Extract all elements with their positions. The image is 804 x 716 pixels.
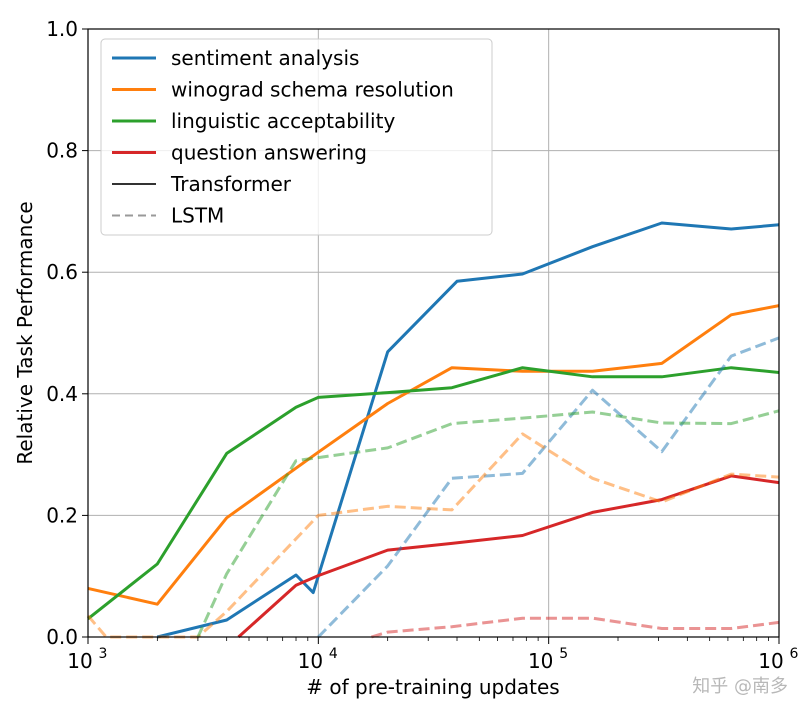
y-tick-label: 0.0: [46, 625, 78, 649]
y-tick-label: 0.6: [46, 260, 78, 284]
legend-label: Transformer: [170, 172, 292, 196]
y-tick-label: 0.2: [46, 503, 78, 527]
x-tick-label: 10: [758, 649, 783, 673]
transformer-series-line: [87, 366, 780, 620]
transformer-series-line: [87, 304, 780, 606]
y-axis-label: Relative Task Performance: [13, 201, 37, 464]
x-axis-ticks: 10 3 10 4 10 5 10 6: [67, 637, 799, 673]
x-tick-label: 10: [298, 649, 323, 673]
lstm-series-line: [317, 336, 780, 639]
y-axis-ticks: 0.0 0.2 0.4 0.6 0.8 1.0: [46, 17, 88, 649]
x-tick-exponent: 3: [99, 646, 108, 662]
watermark-text: 知乎 @南多: [692, 676, 788, 697]
x-tick-label: 10: [67, 649, 92, 673]
plot-frame: [87, 28, 780, 638]
legend-label: question answering: [171, 141, 367, 165]
legend-label: LSTM: [171, 204, 224, 228]
legend-label: winograd schema resolution: [171, 78, 454, 102]
legend: sentiment analysis winograd schema resolu…: [100, 38, 493, 236]
x-tick-exponent: 4: [329, 646, 338, 662]
y-tick-label: 0.4: [46, 382, 78, 406]
legend-label: sentiment analysis: [171, 46, 359, 70]
series-lines: [86, 221, 780, 639]
x-tick-exponent: 5: [559, 646, 568, 662]
y-tick-label: 0.8: [46, 139, 78, 163]
legend-label: linguistic acceptability: [171, 109, 395, 133]
x-tick-exponent: 6: [790, 646, 799, 662]
x-axis-label: # of pre-training updates: [306, 675, 559, 699]
transformer-series-line: [156, 221, 780, 639]
legend-box: [100, 38, 493, 236]
lstm-series-line: [196, 409, 780, 638]
x-tick-label: 10: [528, 649, 553, 673]
y-tick-label: 1.0: [46, 17, 78, 41]
